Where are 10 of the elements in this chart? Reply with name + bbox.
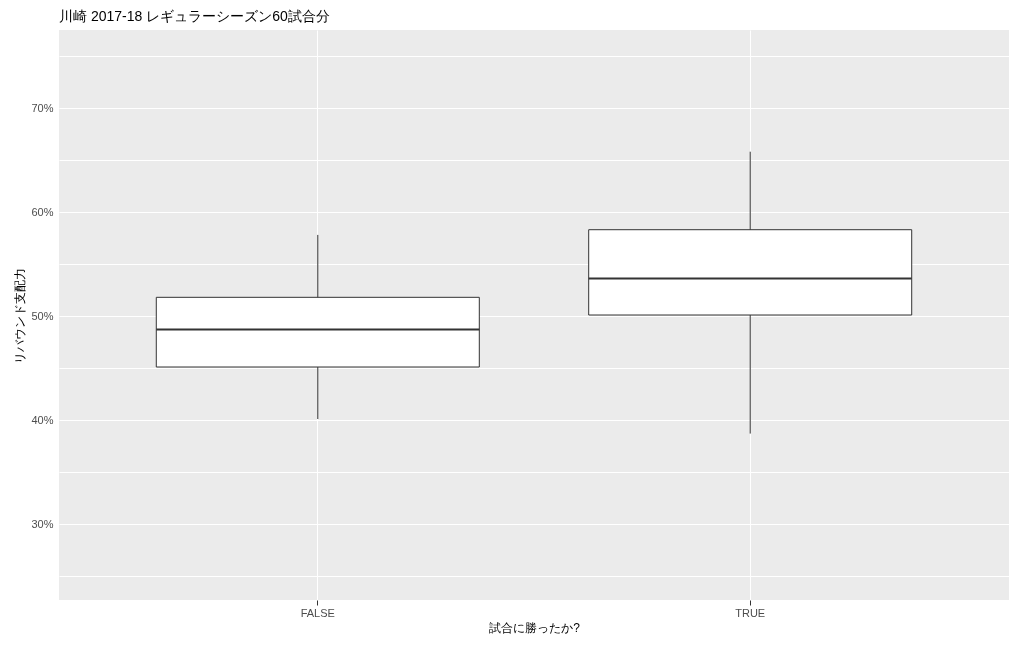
chart-title: 川崎 2017-18 レギュラーシーズン60試合分 (59, 8, 330, 24)
x-tick-label: FALSE (300, 606, 335, 619)
x-axis-title: 試合に勝ったか? (489, 620, 581, 635)
y-tick-label: 70% (31, 101, 54, 114)
y-tick-label: 30% (31, 517, 54, 530)
y-tick-label: 40% (31, 413, 54, 426)
y-tick-label: 50% (31, 309, 54, 322)
x-tick-label: TRUE (735, 606, 766, 619)
y-axis-title: リバウンド支配力 (13, 267, 28, 364)
y-tick-label: 60% (31, 205, 54, 218)
